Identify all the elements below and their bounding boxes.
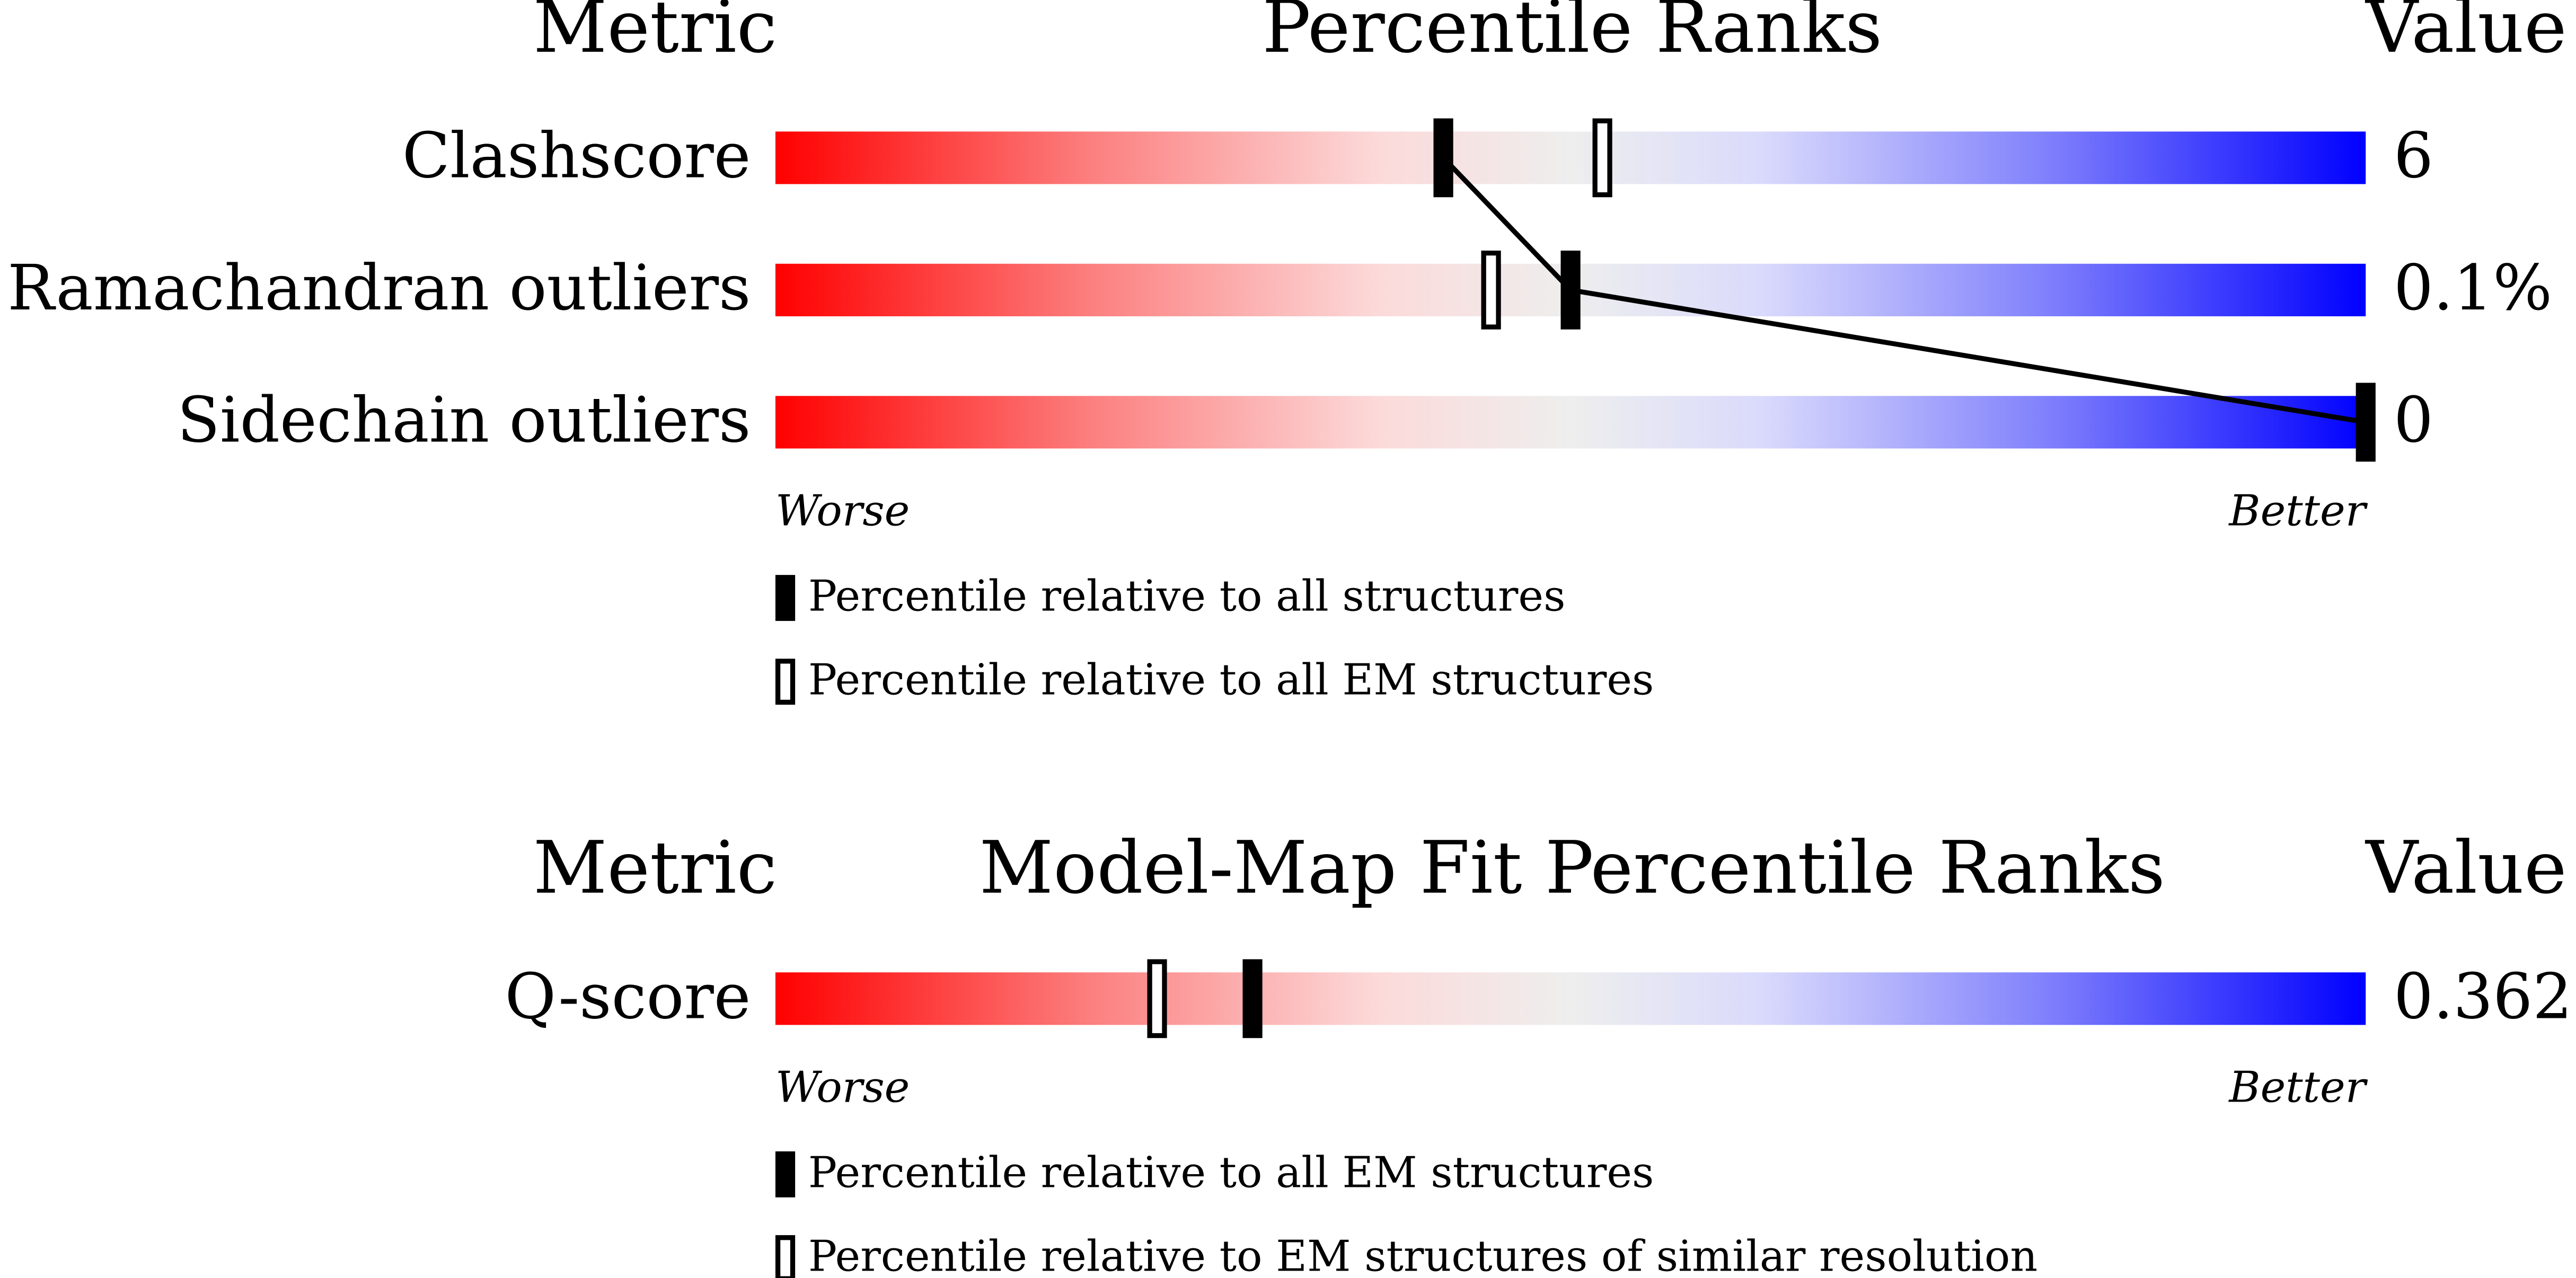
legend-label: Percentile relative to EM structures of …	[808, 1232, 2037, 1278]
metric-value: 0.362	[2394, 961, 2572, 1033]
metric-value: 6	[2394, 120, 2433, 192]
open-marker	[1147, 959, 1167, 1039]
better-label: Better	[2228, 486, 2368, 536]
value-header: Value	[2365, 0, 2566, 69]
legend-marker	[775, 1151, 796, 1197]
metric-value: 0.1%	[2394, 252, 2552, 324]
legend-marker	[775, 1235, 796, 1278]
legend-label: Percentile relative to all EM structures	[808, 655, 1654, 705]
chart-title: Model-Map Fit Percentile Ranks	[980, 826, 2165, 910]
filled-marker	[1433, 118, 1453, 198]
metric-header: Metric	[533, 826, 777, 910]
filled-marker	[2356, 383, 2376, 462]
legend-label: Percentile relative to all structures	[808, 572, 1566, 622]
slider-bar	[775, 396, 2366, 449]
open-marker	[1481, 250, 1501, 330]
slider-bar	[775, 972, 2366, 1025]
metric-label: Sidechain outliers	[177, 384, 751, 457]
slider-bar	[775, 131, 2366, 184]
metric-label: Q-score	[505, 961, 751, 1033]
better-label: Better	[2228, 1062, 2368, 1112]
metric-value: 0	[2394, 384, 2433, 457]
worse-label: Worse	[775, 1062, 910, 1112]
value-header: Value	[2365, 826, 2566, 910]
worse-label: Worse	[775, 486, 910, 536]
chart-title: Percentile Ranks	[1262, 0, 1882, 69]
legend-marker	[775, 575, 796, 621]
filled-marker	[1560, 250, 1581, 330]
metric-label: Ramachandran outliers	[7, 252, 751, 324]
filled-marker	[1242, 959, 1263, 1039]
legend-marker	[775, 659, 796, 705]
metric-header: Metric	[533, 0, 777, 69]
open-marker	[1592, 118, 1612, 198]
metric-label: Clashscore	[402, 120, 751, 192]
legend-label: Percentile relative to all EM structures	[808, 1148, 1654, 1198]
